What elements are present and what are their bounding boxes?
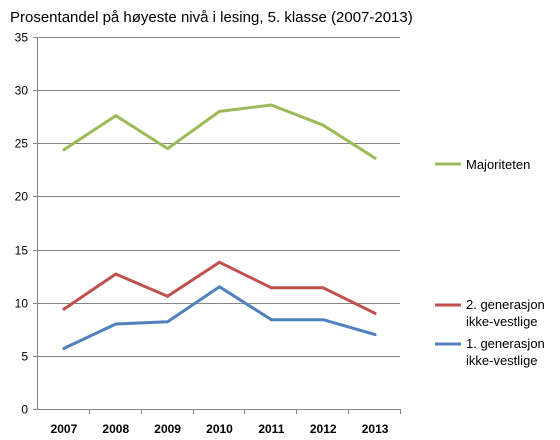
data-point: [166, 294, 170, 298]
data-point: [62, 347, 66, 350]
data-point: [269, 103, 273, 107]
data-point: [166, 320, 170, 324]
y-tick-label: 25: [15, 137, 29, 151]
series-lines: [62, 103, 377, 350]
y-tick-label: 20: [15, 190, 29, 204]
x-tick-label: 2008: [102, 422, 129, 436]
legend-label: 2. generasjon: [466, 297, 545, 312]
x-tick-label: 2007: [51, 422, 78, 436]
x-tick-label: 2009: [154, 422, 181, 436]
chart-title: Prosentandel på høyeste nivå i lesing, 5…: [10, 9, 413, 26]
x-tick-label: 2013: [362, 422, 389, 436]
data-point: [373, 311, 377, 315]
y-tick-label: 5: [21, 350, 28, 364]
data-point: [114, 272, 118, 276]
data-point: [166, 147, 170, 151]
data-point: [218, 285, 221, 289]
data-point: [373, 156, 377, 160]
x-tick-label: 2010: [206, 422, 233, 436]
legend-label: ikke-vestlige: [466, 353, 538, 368]
data-point: [269, 318, 273, 322]
data-point: [218, 110, 221, 113]
y-tick-label: 10: [15, 297, 29, 311]
legend-label: ikke-vestlige: [466, 314, 538, 329]
data-point: [269, 286, 273, 290]
y-tick-label: 15: [15, 244, 29, 258]
data-point: [218, 260, 221, 264]
axes: [37, 37, 400, 410]
x-axis-ticks: 2007 2008 2009 2010 2011 2012 2013: [51, 409, 401, 436]
y-axis-ticks: 0 5 10 15 20 25 30 35: [15, 31, 37, 417]
legend: Majoriteten 2. generasjon ikke-vestlige 1. …: [435, 157, 545, 368]
data-point: [114, 114, 118, 118]
data-point: [321, 286, 325, 290]
y-tick-label: 0: [21, 403, 28, 417]
y-tick-label: 30: [15, 84, 29, 98]
data-point: [62, 148, 66, 152]
gridlines: [37, 37, 400, 357]
series-line-3: [62, 285, 377, 350]
legend-label: 1. generasjon: [466, 336, 545, 351]
y-tick-label: 35: [15, 31, 29, 45]
data-point: [62, 307, 66, 311]
x-tick-label: 2012: [310, 422, 337, 436]
data-point: [321, 318, 325, 322]
data-point: [373, 333, 377, 336]
data-point: [114, 322, 118, 326]
series-line-1: [62, 103, 377, 160]
x-tick-label: 2011: [258, 422, 284, 436]
data-point: [321, 123, 325, 127]
legend-label: Majoriteten: [466, 157, 530, 172]
